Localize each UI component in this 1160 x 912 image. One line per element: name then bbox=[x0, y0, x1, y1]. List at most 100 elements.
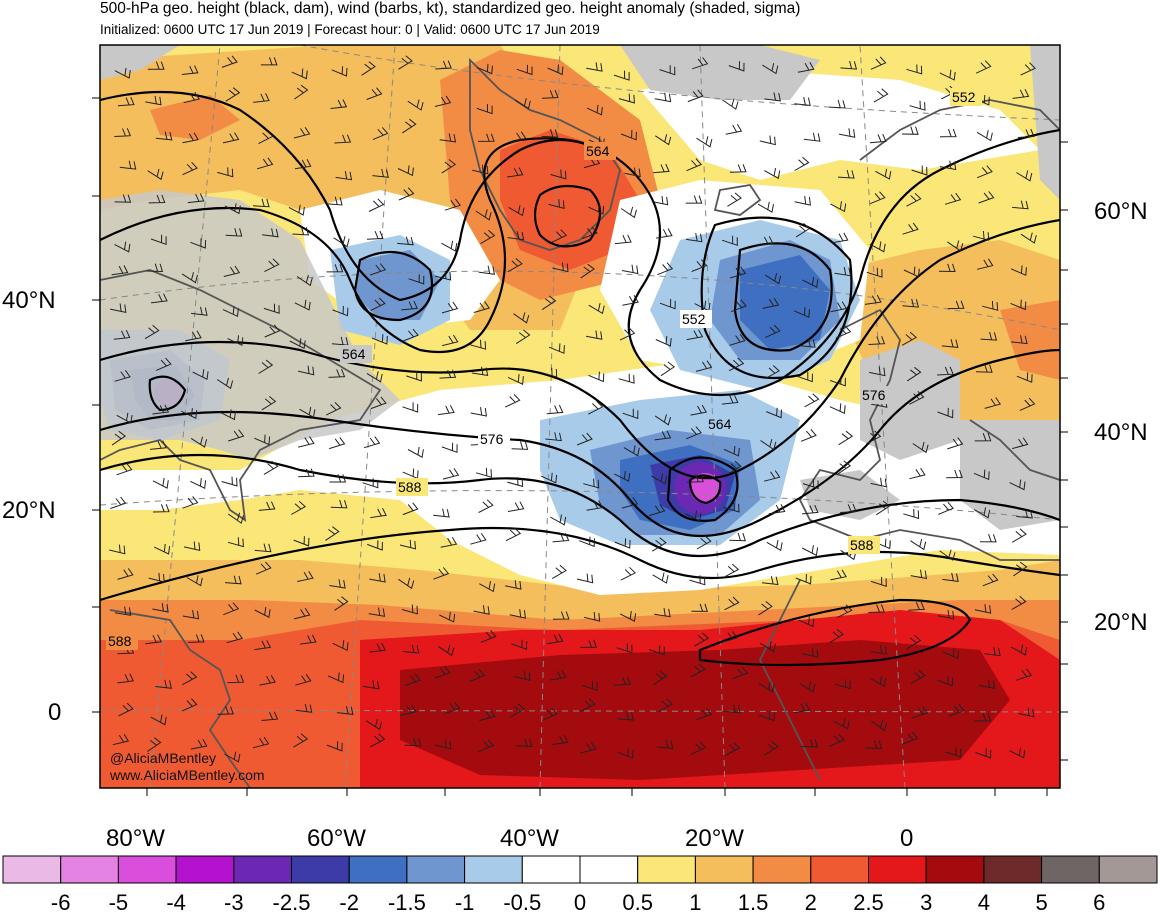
wind-barb bbox=[513, 312, 530, 324]
wind-barb bbox=[1011, 528, 1027, 543]
wind-barb bbox=[330, 499, 348, 509]
wind-barb bbox=[300, 634, 317, 645]
wind-barb bbox=[190, 238, 207, 249]
wind-barb bbox=[694, 632, 710, 647]
wind-barb bbox=[724, 742, 741, 756]
wind-barb bbox=[690, 741, 707, 755]
wind-barb bbox=[182, 610, 200, 620]
wind-barb bbox=[183, 541, 201, 552]
wind-barb bbox=[1020, 62, 1036, 76]
wind-barb bbox=[724, 704, 741, 714]
wind-barb bbox=[369, 642, 386, 653]
wind-barb bbox=[652, 572, 669, 584]
wind-barb bbox=[334, 134, 352, 144]
wind-barb bbox=[829, 99, 846, 109]
wind-barb bbox=[402, 502, 419, 516]
wind-barb bbox=[908, 601, 925, 611]
colorbar-label: 1.5 bbox=[738, 890, 769, 912]
wind-barb bbox=[541, 89, 559, 99]
graticule bbox=[100, 45, 1060, 788]
colorbar-swatch bbox=[925, 855, 985, 884]
wind-barb bbox=[624, 167, 641, 178]
colorbar-label: -3 bbox=[224, 890, 244, 912]
wind-barb bbox=[947, 300, 965, 310]
wind-barb bbox=[510, 131, 527, 144]
wind-barb bbox=[580, 639, 597, 648]
wind-barb bbox=[254, 640, 272, 651]
wind-barb bbox=[838, 430, 854, 446]
wind-barb bbox=[150, 234, 167, 246]
lat-label-right: 40°N bbox=[1094, 419, 1148, 446]
wind-barb bbox=[656, 228, 673, 239]
wind-barb bbox=[511, 639, 528, 651]
wind-barb bbox=[514, 671, 531, 681]
wind-barb bbox=[507, 501, 525, 512]
credit-handle: @AliciaMBentley bbox=[110, 750, 216, 766]
contour-588-north bbox=[100, 453, 1060, 558]
wind-barb bbox=[580, 263, 595, 279]
wind-barb bbox=[696, 707, 713, 721]
wind-barb bbox=[622, 264, 639, 275]
wind-barb bbox=[797, 62, 815, 73]
wind-barb bbox=[581, 680, 598, 691]
wind-barb bbox=[829, 403, 846, 414]
wind-barb bbox=[613, 70, 630, 81]
wind-barb bbox=[402, 328, 419, 342]
map-title: 500-hPa geo. height (black, dam), wind (… bbox=[100, 0, 801, 17]
wind-barb bbox=[289, 338, 306, 350]
wind-barb bbox=[224, 751, 241, 763]
wind-barb bbox=[911, 706, 929, 719]
wind-barb bbox=[1009, 747, 1026, 759]
wind-barb bbox=[293, 608, 311, 620]
wind-barb bbox=[182, 132, 199, 144]
wind-barb bbox=[114, 194, 132, 203]
wind-barb bbox=[505, 527, 522, 542]
wind-barb bbox=[400, 704, 417, 716]
wind-barb bbox=[586, 104, 603, 116]
wind-barb bbox=[760, 438, 777, 451]
wind-barb bbox=[217, 167, 234, 178]
wind-barb bbox=[114, 241, 131, 253]
wind-barb bbox=[187, 193, 205, 204]
colorbar-swatch bbox=[233, 855, 293, 884]
wind-barb bbox=[586, 62, 603, 72]
wind-barb bbox=[479, 709, 496, 722]
wind-barb bbox=[253, 93, 270, 103]
wind-barb bbox=[366, 87, 383, 100]
wind-barb bbox=[505, 580, 522, 590]
map-frame bbox=[99, 44, 1061, 789]
wind-barb bbox=[834, 679, 851, 690]
colorbar-label: -2 bbox=[339, 890, 359, 912]
contour-closed-low bbox=[148, 375, 187, 412]
wind-barb bbox=[335, 171, 353, 181]
wind-barb bbox=[325, 402, 342, 416]
wind-barb bbox=[406, 371, 422, 382]
wind-barb bbox=[798, 616, 815, 628]
wind-barb bbox=[150, 440, 167, 450]
wind-barb bbox=[542, 707, 558, 721]
wind-barb bbox=[295, 703, 313, 713]
wind-barb bbox=[947, 437, 964, 450]
wind-barb bbox=[758, 601, 773, 616]
wind-barb bbox=[407, 99, 424, 111]
wind-barb bbox=[475, 209, 492, 221]
wind-barb bbox=[221, 55, 238, 68]
lon-label-bottom: 80°W bbox=[106, 825, 165, 852]
wind-barb bbox=[657, 262, 674, 276]
wind-barb bbox=[830, 301, 848, 313]
colorbar-swatch bbox=[579, 855, 639, 884]
wind-barb bbox=[470, 533, 487, 545]
wind-barb bbox=[326, 264, 344, 273]
wind-barb bbox=[586, 330, 603, 340]
wind-barb bbox=[473, 605, 490, 615]
wind-barb bbox=[938, 501, 954, 515]
wind-barb bbox=[587, 400, 604, 415]
wind-barb bbox=[689, 575, 706, 586]
wind-barb bbox=[191, 306, 208, 316]
lon-label-bottom: 60°W bbox=[307, 825, 366, 852]
wind-barb bbox=[114, 67, 131, 79]
wind-barb bbox=[617, 748, 634, 759]
wind-barb bbox=[182, 496, 199, 509]
anomaly-area-positive bbox=[500, 130, 640, 270]
wind-barb bbox=[545, 432, 562, 442]
